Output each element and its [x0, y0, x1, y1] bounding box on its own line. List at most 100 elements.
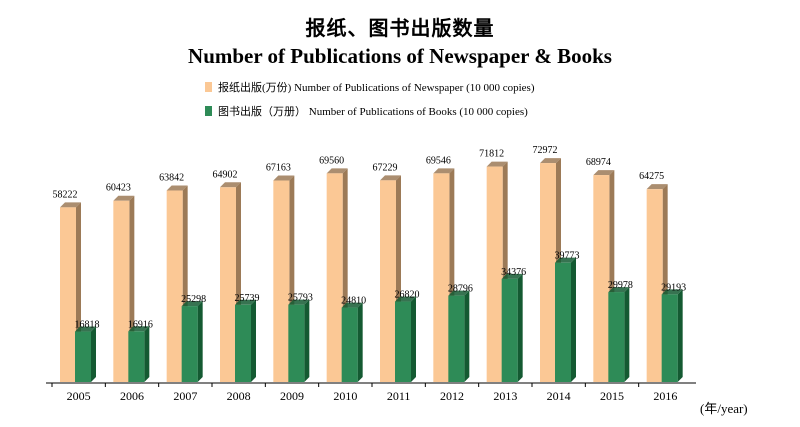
data-label-newspaper: 71812	[479, 149, 504, 160]
bar-books-top	[75, 326, 96, 332]
bar-books	[395, 301, 411, 382]
data-label-newspaper: 68974	[586, 157, 611, 168]
x-tick-label: 2013	[493, 389, 517, 403]
data-label-books: 29193	[661, 282, 686, 293]
bar-newspaper	[273, 180, 290, 382]
bar-books-top	[181, 301, 203, 307]
x-tick-label: 2008	[227, 389, 251, 403]
bar-newspaper-top	[326, 168, 348, 174]
bar-books	[448, 295, 465, 382]
bar-books-top	[235, 299, 256, 305]
data-label-newspaper: 64902	[213, 169, 238, 180]
bar-newspaper	[220, 187, 236, 382]
bar-books-top	[608, 287, 630, 293]
bar-newspaper	[646, 189, 663, 382]
legend-swatch-newspaper	[205, 82, 212, 92]
legend-label-books: 图书出版（万册） Number of Publications of Books…	[218, 106, 528, 118]
data-label-newspaper: 72972	[533, 145, 558, 156]
bar-books	[75, 331, 91, 382]
bar-newspaper	[60, 207, 76, 382]
bar-newspaper-top	[486, 161, 508, 167]
bar-newspaper	[593, 175, 610, 382]
data-label-books: 25298	[181, 294, 206, 305]
bar-newspaper	[166, 190, 183, 382]
bar-books-side	[144, 326, 150, 382]
bar-books	[341, 307, 358, 382]
data-label-newspaper: 69546	[426, 155, 451, 166]
x-tick-label: 2011	[387, 389, 411, 403]
bar-books	[181, 306, 198, 382]
data-label-books: 29978	[608, 280, 633, 291]
bar-newspaper-top	[113, 195, 135, 201]
data-label-newspaper: 67163	[266, 163, 291, 174]
bar-newspaper-top	[60, 202, 81, 208]
data-label-books: 25739	[235, 293, 260, 304]
data-label-books: 16916	[128, 319, 153, 330]
x-tick-label: 2014	[547, 389, 571, 403]
bar-books-top	[395, 296, 416, 302]
data-label-books: 25793	[288, 293, 313, 304]
x-tick-label: 2012	[440, 389, 464, 403]
legend-swatch-books	[205, 106, 212, 116]
x-tick-label: 2007	[173, 389, 197, 403]
bar-newspaper-top	[380, 175, 401, 181]
bar-books-top	[341, 302, 363, 308]
x-unit-label: (年/year)	[700, 401, 748, 416]
bar-books-top	[501, 273, 523, 279]
bar-newspaper	[326, 173, 343, 382]
legend-item-books: 图书出版（万册） Number of Publications of Books…	[205, 104, 535, 118]
chart-title-en: Number of Publications of Newspaper & Bo…	[188, 44, 612, 68]
legend: 报纸出版(万份) Number of Publications of Newsp…	[205, 80, 535, 128]
bar-newspaper-top	[273, 175, 295, 181]
x-tick-label: 2006	[120, 389, 144, 403]
bar-books	[128, 331, 145, 382]
bar-books-side	[197, 301, 203, 382]
bar-books-side	[517, 273, 523, 382]
bar-newspaper	[540, 163, 556, 382]
chart-title-zh: 报纸、图书出版数量	[305, 16, 495, 40]
bar-books-top	[661, 289, 683, 295]
bar-newspaper-top	[433, 168, 455, 174]
data-label-newspaper: 64275	[639, 171, 664, 182]
legend-label-newspaper: 报纸出版(万份) Number of Publications of Newsp…	[218, 82, 535, 94]
bar-newspaper-top	[166, 185, 188, 191]
bar-books-top	[288, 299, 310, 305]
bar-newspaper	[433, 173, 450, 382]
bar-books	[235, 304, 251, 382]
bar-books-side	[411, 296, 416, 382]
bar-books-side	[677, 289, 683, 382]
bar-books-side	[624, 287, 630, 382]
bar-newspaper	[380, 180, 396, 382]
x-tick-label: 2015	[600, 389, 624, 403]
data-label-newspaper: 63842	[159, 172, 184, 183]
data-label-books: 28796	[448, 284, 473, 295]
bar-newspaper-top	[593, 170, 615, 176]
data-label-books: 34376	[501, 267, 526, 278]
data-label-books: 39773	[555, 251, 580, 262]
data-label-newspaper: 69560	[319, 155, 344, 166]
data-label-newspaper: 58222	[53, 189, 78, 200]
bar-books-top	[128, 326, 150, 332]
bar-books	[555, 262, 571, 382]
data-label-books: 16818	[75, 320, 100, 331]
data-label-newspaper: 60423	[106, 183, 131, 194]
bar-books	[661, 294, 678, 382]
bar-newspaper	[113, 200, 130, 382]
bar-books-side	[571, 257, 576, 382]
bar-books-top	[448, 290, 470, 296]
bar-books	[608, 292, 625, 382]
bar-newspaper	[486, 166, 503, 382]
x-tick-label: 2005	[67, 389, 91, 403]
bar-newspaper-top	[646, 184, 668, 190]
legend-item-newspaper: 报纸出版(万份) Number of Publications of Newsp…	[205, 80, 535, 94]
bar-newspaper-top	[220, 182, 241, 188]
bar-books-side	[357, 302, 363, 382]
bar-books-top	[555, 257, 576, 263]
bar-books-side	[91, 326, 96, 382]
bar-books	[288, 304, 305, 382]
bar-newspaper-top	[540, 158, 561, 164]
data-label-books: 26820	[395, 290, 420, 301]
data-label-books: 24810	[341, 296, 366, 307]
